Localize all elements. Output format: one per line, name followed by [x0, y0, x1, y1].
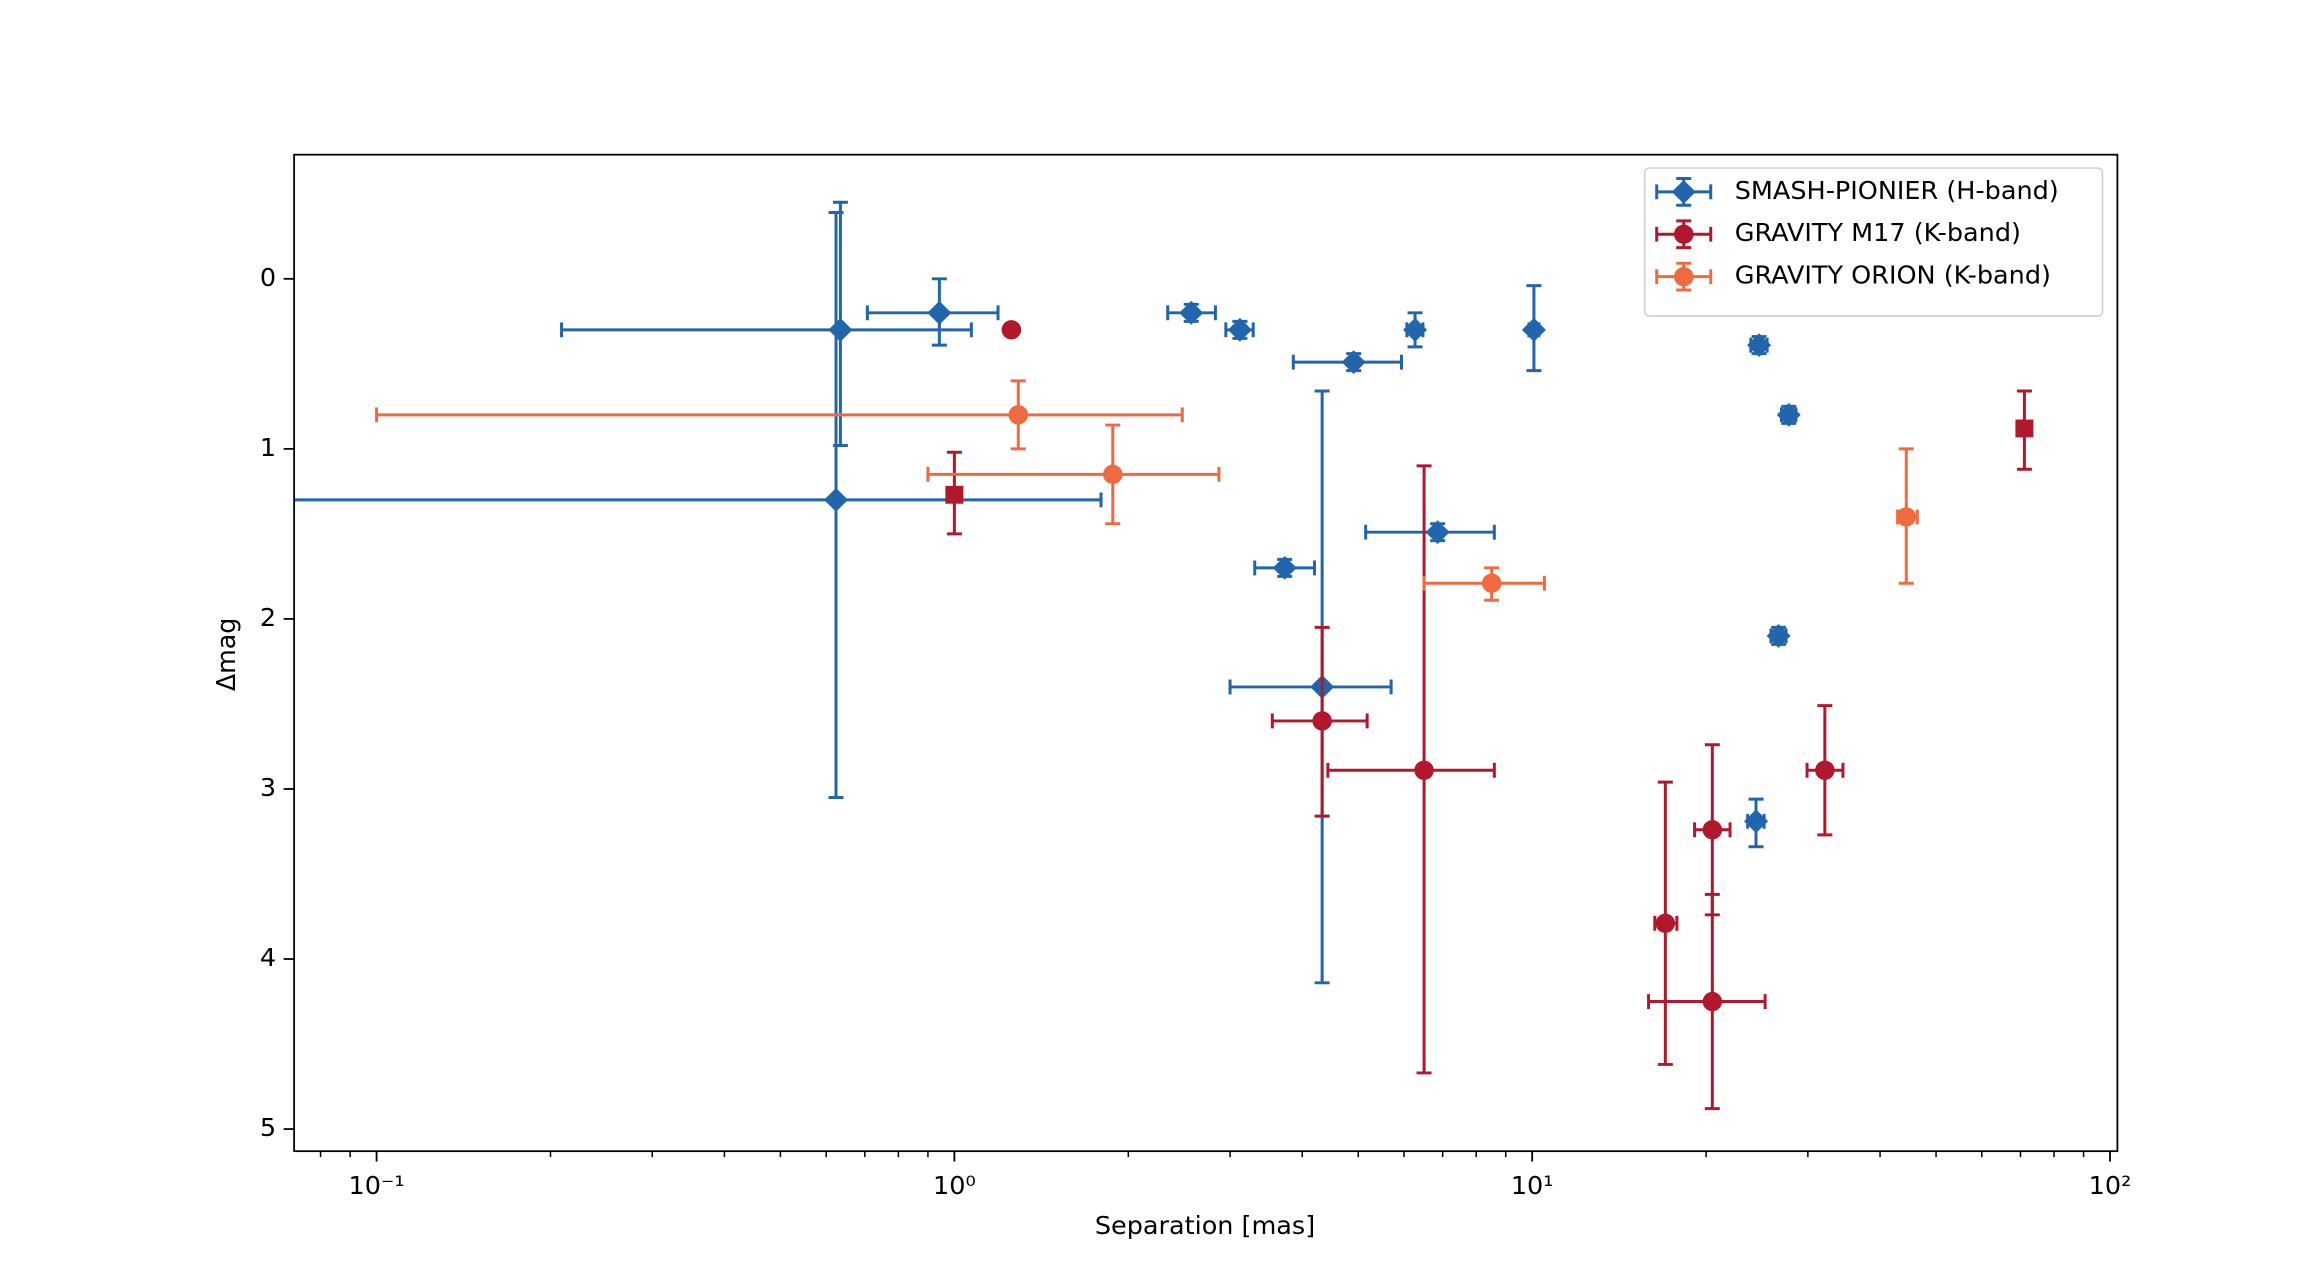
legend-label: GRAVITY M17 (K-band): [1735, 217, 2021, 247]
marker: [1341, 350, 1366, 375]
x-error-bar: [560, 322, 973, 338]
marker: [1103, 464, 1123, 485]
marker: [1001, 320, 1022, 340]
marker: [1521, 317, 1546, 342]
legend-marker: [1673, 266, 1694, 287]
x-error-bar: [294, 492, 1103, 508]
y-tick-label: 4: [260, 942, 276, 972]
marker: [824, 487, 849, 512]
marker: [1776, 402, 1801, 427]
x-axis-label: Separation [mas]: [1095, 1210, 1315, 1240]
marker: [1702, 820, 1723, 840]
y-tick-label: 2: [260, 602, 276, 632]
marker: [1008, 405, 1029, 425]
axes-frame: [293, 153, 2119, 1153]
marker: [1655, 913, 1676, 933]
marker: [1896, 507, 1917, 527]
marker: [1481, 573, 1502, 593]
marker: [1403, 317, 1428, 342]
x-tick-label: 10⁰: [933, 1170, 976, 1200]
y-tick-label: 1: [260, 432, 276, 462]
x-tick-label: 10¹: [1511, 1170, 1554, 1200]
marker: [1744, 809, 1769, 834]
y-tick-label: 5: [260, 1112, 276, 1142]
marker: [1702, 991, 1723, 1012]
y-tick-label: 0: [260, 262, 276, 292]
x-error-bar: [375, 407, 1184, 423]
marker: [2015, 419, 2034, 438]
marker: [1766, 624, 1791, 648]
legend-label: GRAVITY ORION (K-band): [1735, 260, 2051, 290]
legend-label: SMASH-PIONIER (H-band): [1735, 175, 2059, 205]
x-tick-label: 10²: [2089, 1170, 2132, 1200]
marker: [1414, 760, 1434, 780]
legend-box: [1643, 167, 2104, 317]
legend-marker: [1673, 224, 1694, 244]
marker: [1747, 333, 1772, 358]
marker: [828, 317, 853, 342]
y-tick-label: 3: [260, 772, 276, 802]
x-error-bar: [1326, 762, 1496, 778]
marker: [1815, 760, 1835, 780]
marker: [945, 485, 964, 504]
x-tick-label: 10⁻¹: [349, 1170, 405, 1200]
marker: [1312, 711, 1332, 731]
y-axis-label: Δmag: [211, 618, 241, 691]
x-error-bar: [926, 466, 1221, 482]
